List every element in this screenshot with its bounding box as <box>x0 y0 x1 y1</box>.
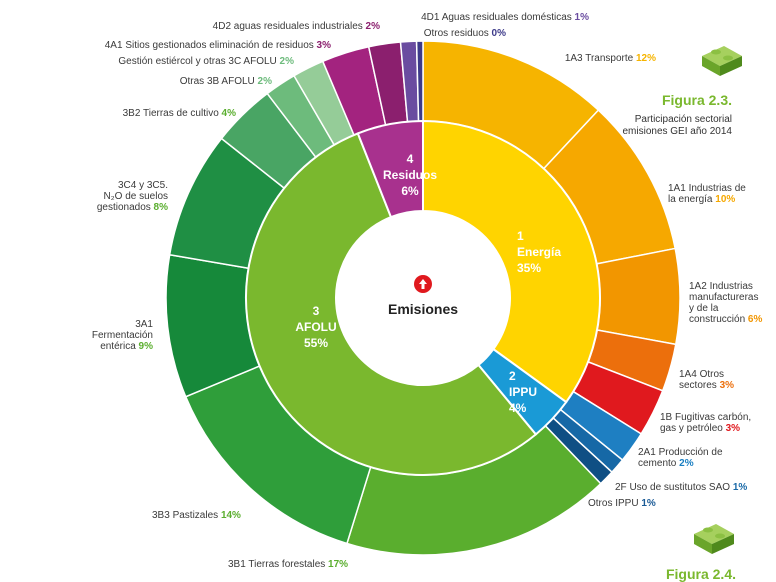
outer-label-otros-residuos: Otros residuos 0% <box>424 28 506 39</box>
next-figure-title: Figura 2.4. <box>665 566 736 582</box>
outer-slice-1a2-industrias-manufactureras-y-de-la-construccion <box>595 247 681 346</box>
outer-label-4d2-aguas-residuales-industriales: 4D2 aguas residuales industriales 2% <box>213 21 380 32</box>
outer-label-1a3-transporte: 1A3 Transporte 12% <box>565 53 656 64</box>
figure-caption: Participación sectorial emisiones GEI añ… <box>622 114 732 137</box>
outer-labels: 1A3 Transporte 12% 1A1 Industrias de la en… <box>92 12 763 570</box>
center-hole <box>336 211 510 385</box>
outer-label-3b2-tierras-de-cultivo: 3B2 Tierras de cultivo 4% <box>123 108 236 119</box>
outer-label-otros-ippu: Otros IPPU 1% <box>588 498 656 509</box>
center-label: Emisiones <box>388 301 458 317</box>
inner-label-residuos: 4 Residuos 6% <box>383 152 437 198</box>
figure-title: Figura 2.3. <box>661 92 732 108</box>
outer-slice-otros-residuos <box>415 40 424 122</box>
outer-label-4d1-aguas-residuales-domesticas: 4D1 Aguas residuales domésticas 1% <box>421 12 589 23</box>
lego-brick-icon <box>694 524 734 554</box>
inner-label-ippu: 2 IPPU 4% <box>509 369 537 415</box>
outer-label-otras-3b-afolu: Otras 3B AFOLU 2% <box>180 76 272 87</box>
outer-label-3b1-tierras-forestales: 3B1 Tierras forestales 17% <box>228 559 348 570</box>
outer-label-3b3-pastizales: 3B3 Pastizales 14% <box>152 510 241 521</box>
outer-label-gestion-estiercol-y-otras-3c-afolu: Gestión estiércol y otras 3C AFOLU 2% <box>118 56 294 67</box>
inner-ring <box>245 119 601 476</box>
lego-brick-icon <box>702 46 742 76</box>
outer-label-1b-fugitivas-carbon-gas-y-petroleo: 1B Fugitivas carbón, gas y petróleo 3% <box>660 412 751 434</box>
outer-label-4a1-sitios-gestionados-eliminacion-de-residuos: 4A1 Sitios gestionados eliminación de re… <box>105 40 331 51</box>
inner-label-afolu: 3 AFOLU 55% <box>295 304 336 350</box>
outer-label-2a1-produccion-de-cemento: 2A1 Producción de cemento 2% <box>638 447 723 469</box>
outer-ring <box>165 40 681 556</box>
center-arrow-icon <box>414 275 432 293</box>
inner-slice-residuos <box>356 119 424 219</box>
outer-label-2f-uso-de-sustitutos-sao: 2F Uso de sustitutos SAO 1% <box>615 482 747 493</box>
outer-label-3a1-fermentacion-enterica: 3A1 Fermentación entérica 9% <box>92 319 154 352</box>
inner-label-energia: 1 Energía 35% <box>517 229 561 275</box>
inner-labels: 1 Energía 35% 2 IPPU 4% 3 AFOLU 55% 4 Residuos 6% <box>295 152 561 415</box>
outer-label-3c4-y-3c5-n2o-de-suelos-gestionados: 3C4 y 3C5. N₂O de suelos gestionados 8% <box>97 180 168 213</box>
outer-label-1a2-industrias-manufactureras-y-de-la-construccion: 1A2 Industrias manufactureras y de la const… <box>689 281 762 325</box>
outer-label-1a4-otros-sectores: 1A4 Otros sectores 3% <box>679 369 734 391</box>
outer-label-1a1-industrias-de-la-energia: 1A1 Industrias de la energía 10% <box>668 183 746 205</box>
